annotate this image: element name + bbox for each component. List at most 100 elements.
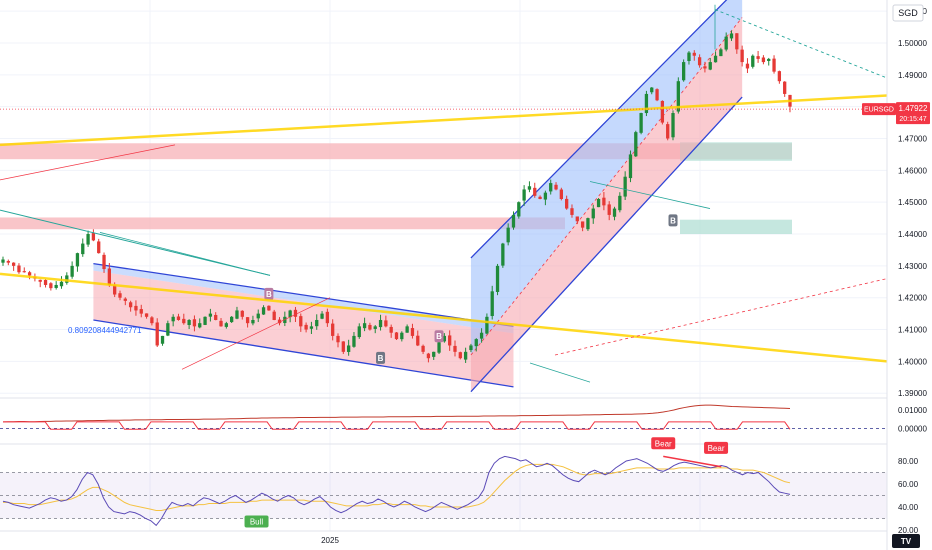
candle-body: [628, 154, 633, 179]
rsi-signal-tag-label: Bear: [708, 444, 725, 453]
candle-body: [586, 218, 590, 230]
candle-body: [219, 320, 223, 327]
rsi-signal-tag-bg: [704, 441, 729, 454]
candle-body: [97, 241, 101, 254]
asc-channel-lower: [470, 17, 743, 392]
candlestick-series[interactable]: [1, 30, 792, 363]
candle-body: [331, 323, 335, 336]
candle-body: [43, 279, 48, 285]
candle-body: [719, 49, 723, 57]
candle-body: [123, 298, 127, 301]
candle-body: [293, 309, 298, 317]
candle-body: [485, 316, 489, 334]
buy-marker-label: B: [378, 354, 384, 363]
candle-body: [309, 326, 314, 329]
last-price-symbol-bg: [862, 103, 896, 116]
svg-text:TV: TV: [901, 537, 912, 546]
currency-box[interactable]: [892, 4, 924, 22]
candle-body: [634, 132, 638, 157]
tradingview-logo[interactable]: TV: [892, 534, 920, 548]
red-zone-lower: [0, 217, 565, 230]
candle-body: [240, 310, 244, 317]
desc-channel-top-line: [93, 262, 514, 328]
candle-body: [416, 335, 420, 346]
candle-body: [368, 324, 372, 330]
buy-marker-label: B: [670, 216, 676, 225]
rsi-signal-tag-bg: [651, 437, 676, 450]
price-tick-label: 1.39000: [898, 389, 927, 398]
candle-body: [86, 234, 90, 245]
price-tick-label: 1.44000: [898, 230, 927, 239]
candle-body: [144, 313, 149, 317]
candle-body: [182, 318, 186, 324]
candle-body: [666, 124, 670, 139]
candle-body: [761, 57, 766, 63]
candle-body: [362, 323, 367, 329]
candle-body: [479, 332, 484, 339]
candle-body: [426, 353, 431, 359]
rsi-signal-tag: Bear: [651, 437, 676, 450]
candle-body: [607, 204, 611, 215]
currency-label: SGD: [898, 8, 918, 18]
candle-body: [703, 66, 707, 69]
candle-body: [1, 259, 5, 263]
candle-body: [565, 198, 569, 209]
price-tick-label: 1.45000: [898, 198, 927, 207]
red-trendline: [0, 144, 176, 181]
candle-body: [772, 58, 776, 72]
candle-body: [437, 342, 441, 353]
candle-body: [346, 345, 351, 352]
candle-body: [713, 55, 718, 63]
price-tick-label: 1.49000: [898, 71, 927, 80]
buy-markers: B B B B: [264, 214, 678, 364]
rsi-line: [2, 455, 791, 527]
candle-body: [54, 284, 58, 288]
indicator-1-tick-label: 0.00000: [898, 424, 927, 433]
candle-body: [378, 319, 383, 328]
candle-body: [639, 113, 643, 133]
candle-body: [214, 314, 218, 320]
candle-body: [299, 316, 303, 327]
candle-body: [501, 243, 505, 266]
candle-body: [267, 305, 271, 311]
candle-body: [70, 265, 74, 277]
red-thin-line: [181, 297, 331, 370]
candle-body: [171, 316, 175, 322]
indicator-2-tick-label: 20.00: [898, 526, 919, 535]
candle-body: [777, 71, 782, 82]
candle-body: [59, 281, 64, 287]
candle-body: [463, 351, 468, 360]
green-zone-upper: [680, 142, 792, 161]
indicator-1-axis-ticks: 0.01000 0.00000: [898, 406, 927, 433]
candle-body: [729, 33, 734, 39]
candle-body: [410, 328, 415, 336]
buy-marker: [434, 330, 444, 343]
desc-channel-lower: [93, 270, 514, 387]
candle-body: [118, 293, 122, 298]
price-tick-label: 1.47000: [898, 135, 927, 144]
candle-body: [256, 313, 260, 319]
candle-body: [81, 243, 85, 255]
candle-body: [400, 332, 404, 340]
candle-body: [596, 199, 601, 208]
candle-body: [325, 311, 330, 324]
candle-body: [623, 176, 627, 197]
candle-body: [570, 208, 574, 215]
candle-body: [575, 216, 579, 222]
last-price-value-bg: [896, 102, 930, 125]
indicator-2-tick-label: 80.00: [898, 457, 919, 466]
candle-body: [6, 260, 10, 263]
indicator-panel-2: Bull Bear Bear: [0, 437, 887, 528]
candle-body: [533, 187, 537, 196]
indicator-2-tick-label: 60.00: [898, 480, 919, 489]
candle-body: [272, 311, 276, 320]
rsi-signal-tag-label: Bear: [655, 439, 672, 448]
candle-body: [421, 345, 425, 352]
candle-body: [740, 49, 744, 63]
candle-body: [107, 268, 111, 285]
candle-body: [251, 319, 255, 324]
candle-body: [304, 324, 308, 330]
candle-body: [697, 57, 702, 66]
dashed-red-trendline: [554, 278, 888, 356]
